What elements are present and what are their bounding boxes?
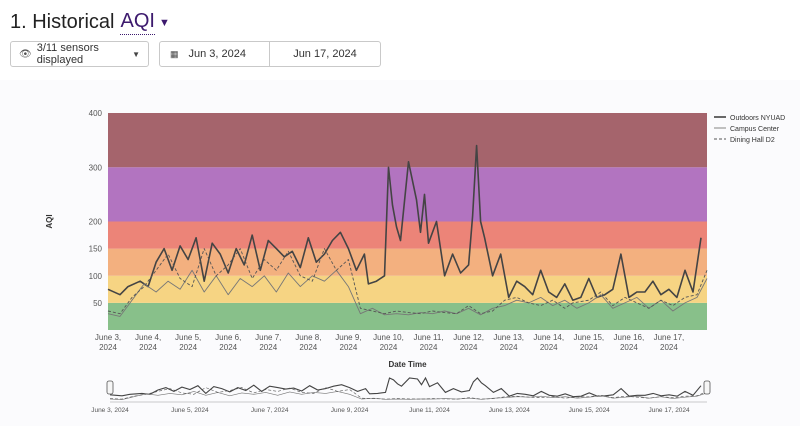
chevron-down-icon: ▼	[132, 49, 140, 59]
end-date-field[interactable]: Jun 17, 2024	[270, 42, 380, 66]
date-range-picker[interactable]: ▦ Jun 3, 2024 Jun 17, 2024	[159, 41, 381, 67]
x-tick-label: June 8, 2024	[295, 333, 321, 352]
y-tick-label: 300	[89, 163, 103, 172]
navigator-tick-label: June 7, 2024	[251, 407, 289, 414]
navigator-tick-label: June 5, 2024	[171, 407, 209, 414]
x-tick-label: June 4, 2024	[135, 333, 161, 352]
x-tick-label: June 15, 2024	[573, 333, 604, 352]
series-line	[107, 144, 702, 301]
y-axis-label: AQI	[45, 214, 54, 228]
calendar-icon: ▦	[170, 48, 179, 59]
x-tick-label: June 13, 2024	[493, 333, 524, 352]
sensors-label: 3/11 sensors displayed	[36, 42, 99, 66]
navigator-tick-label: June 17, 2024	[648, 407, 690, 414]
chevron-down-icon[interactable]: ▼	[158, 16, 170, 29]
x-tick-label: June 12, 2024	[453, 333, 484, 352]
x-tick-label: June 10, 2024	[373, 333, 404, 352]
x-tick-label: June 17, 2024	[654, 333, 685, 352]
x-tick-label: June 6, 2024	[215, 333, 241, 352]
title-prefix: 1. Historical	[10, 11, 115, 33]
y-tick-label: 50	[93, 299, 102, 308]
y-tick-label: 100	[89, 272, 103, 281]
series-line	[107, 248, 708, 315]
navigator-series	[109, 376, 702, 398]
page-title: 1. Historical AQI ▼	[10, 10, 170, 35]
x-tick-label: June 16, 2024	[614, 333, 645, 352]
legend-label: Campus Center	[730, 126, 780, 133]
x-tick-label: June 11, 2024	[413, 333, 443, 352]
navigator-series	[109, 387, 708, 400]
navigator-tick-label: June 15, 2024	[569, 407, 611, 414]
start-date-field[interactable]: ▦ Jun 3, 2024	[160, 42, 270, 66]
end-date-value: Jun 17, 2024	[293, 48, 357, 60]
legend-label: Dining Hall D2	[730, 137, 775, 144]
y-tick-label: 400	[89, 109, 103, 118]
aqi-band	[108, 302, 707, 330]
aqi-band	[108, 113, 707, 168]
x-tick-label: June 9, 2024	[335, 333, 361, 352]
y-tick-label: 150	[89, 245, 103, 254]
navigator-series	[109, 391, 708, 400]
x-axis-label: Date Time	[388, 360, 427, 369]
x-tick-label: June 14, 2024	[533, 333, 564, 352]
aqi-band	[108, 275, 707, 303]
sensors-dropdown[interactable]: 👁 3/11 sensors displayed ▼	[10, 41, 149, 67]
navigator-tick-label: June 9, 2024	[331, 407, 369, 414]
eye-icon: 👁	[19, 48, 32, 60]
series-line	[107, 269, 708, 317]
aqi-band	[108, 221, 707, 249]
navigator-tick-label: June 3, 2024	[91, 407, 129, 414]
legend-label: Outdoors NYUAD	[730, 115, 785, 122]
navigator-handle	[703, 380, 711, 395]
y-tick-label: 200	[89, 218, 103, 227]
metric-selector[interactable]: AQI	[120, 10, 155, 35]
x-tick-label: June 7, 2024	[255, 333, 281, 352]
x-tick-label: June 5, 2024	[175, 333, 201, 352]
navigator-tick-label: June 11, 2024	[409, 407, 450, 414]
x-tick-label: June 3, 2024	[95, 333, 121, 352]
navigator-handle	[106, 380, 114, 395]
start-date-value: Jun 3, 2024	[188, 48, 247, 60]
navigator-tick-label: June 13, 2024	[489, 407, 531, 414]
